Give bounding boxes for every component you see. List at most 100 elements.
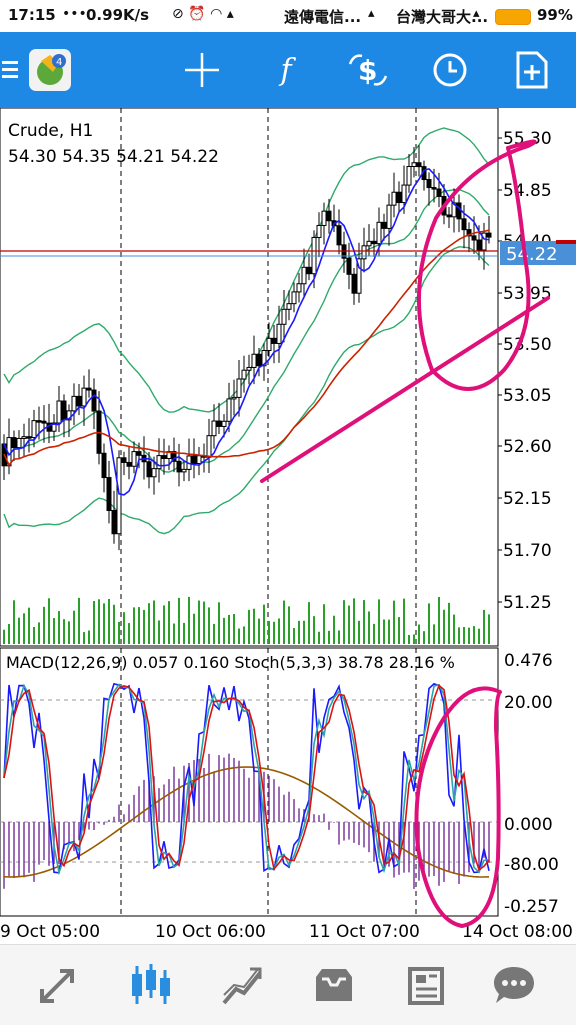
candle-body (316, 224, 322, 238)
time-axis-label: 10 Oct 06:00 (155, 922, 266, 942)
candle-body (486, 232, 492, 238)
candle-body (426, 179, 432, 189)
candle-body (271, 337, 277, 344)
quotes-chart-icon[interactable] (114, 945, 186, 1025)
macd-signal-line (3, 766, 490, 878)
candle-body (336, 225, 342, 246)
candle-body (216, 420, 222, 427)
candle-body (146, 461, 152, 478)
chat-icon[interactable] (478, 945, 550, 1025)
candle-body (411, 162, 417, 168)
candle-body (191, 455, 197, 465)
indicator-axis-label: -0.257 (504, 897, 559, 917)
candle-body (76, 395, 82, 407)
crosshair-icon[interactable] (176, 32, 228, 108)
candle-body (261, 350, 267, 367)
candle-body (291, 291, 297, 305)
candle-body (431, 187, 437, 190)
candle-body (91, 389, 97, 412)
annotation-circle-indicator (414, 686, 502, 929)
svg-text:4: 4 (56, 57, 62, 68)
candle-body (456, 202, 462, 220)
menu-icon[interactable] (0, 32, 20, 108)
candle-body (256, 353, 262, 367)
indicators-icon[interactable]: f (280, 52, 292, 88)
candle-body (126, 461, 132, 467)
candle-body (226, 398, 232, 422)
candle-body (41, 420, 47, 424)
slow-ma-line (3, 229, 490, 467)
candle-body (296, 283, 302, 293)
toolbar: 4 f $ (0, 32, 576, 108)
fast-ma-line (3, 167, 490, 496)
candle-body (416, 162, 422, 168)
candle-body (386, 204, 392, 229)
carrier-1: 遠傳電信... (284, 8, 362, 26)
candle-body (266, 337, 272, 352)
candle-body (171, 451, 177, 462)
candle-body (351, 273, 357, 294)
chart-icon[interactable] (206, 945, 278, 1025)
metatrader-logo-icon[interactable]: 4 (24, 32, 76, 108)
indicator-axis-label: 0.000 (504, 815, 553, 835)
inbox-icon[interactable] (298, 945, 370, 1025)
candle-body (116, 457, 122, 535)
candle-body (31, 420, 37, 439)
candle-body (301, 266, 307, 285)
ohlc-label: 54.30 54.35 54.21 54.22 (8, 147, 219, 167)
price-axis-label: 51.70 (503, 541, 552, 561)
bottom-nav (0, 944, 576, 1025)
candle-body (461, 218, 467, 231)
bollinger-mid (3, 188, 490, 473)
chart-area[interactable]: Crude, H1 54.30 54.35 54.21 54.22 MACD(1… (0, 107, 576, 944)
candle-body (471, 235, 477, 241)
candle-body (81, 387, 87, 407)
candle-body (326, 210, 332, 222)
candle-body (241, 369, 247, 380)
candle-body (156, 455, 162, 470)
candle-body (481, 232, 487, 251)
price-axis-label: 51.25 (503, 593, 552, 613)
trade-arrows-icon[interactable] (22, 945, 94, 1025)
price-axis-label: 52.60 (503, 437, 552, 457)
carrier-2: 台灣大哥大... (396, 8, 489, 26)
candle-body (106, 477, 112, 512)
stoch-fast-line (3, 683, 490, 876)
candle-body (56, 400, 62, 424)
indicator-axis-label: 0.476 (504, 651, 553, 671)
candle-body (246, 366, 252, 371)
candle-body (66, 410, 72, 421)
news-icon[interactable] (390, 945, 462, 1025)
candle-body (281, 308, 287, 325)
candle-body (371, 240, 377, 245)
price-axis-label: 52.15 (503, 489, 552, 509)
candle-body (61, 400, 67, 421)
candle-body (396, 191, 402, 204)
timeframe-clock-icon[interactable] (424, 32, 476, 108)
status-time: 17:15 (8, 6, 56, 24)
indicator-axis-label: -80.00 (504, 855, 559, 875)
candle-body (381, 221, 387, 229)
candle-body (211, 420, 217, 437)
stoch-signal-line (3, 684, 490, 872)
candle-body (231, 396, 237, 400)
candle-body (121, 457, 127, 463)
new-order-icon[interactable] (506, 32, 558, 108)
svg-text:$: $ (358, 54, 377, 87)
trade-icon[interactable]: $ (342, 32, 394, 108)
current-price-tag (500, 241, 576, 265)
candle-body (251, 353, 257, 368)
candle-body (401, 184, 407, 204)
candle-body (181, 468, 187, 473)
candle-body (286, 303, 292, 310)
candle-body (276, 323, 282, 344)
candle-body (206, 435, 212, 458)
indicator-axis-label: 20.00 (504, 693, 553, 713)
price-axis-label: 53.05 (503, 386, 552, 406)
candle-body (406, 166, 412, 186)
candle-body (391, 191, 397, 206)
signal-icon: ▴ (368, 6, 375, 21)
candle-body (346, 257, 352, 275)
candle-body (376, 221, 382, 245)
status-dots: ••• (62, 6, 87, 22)
